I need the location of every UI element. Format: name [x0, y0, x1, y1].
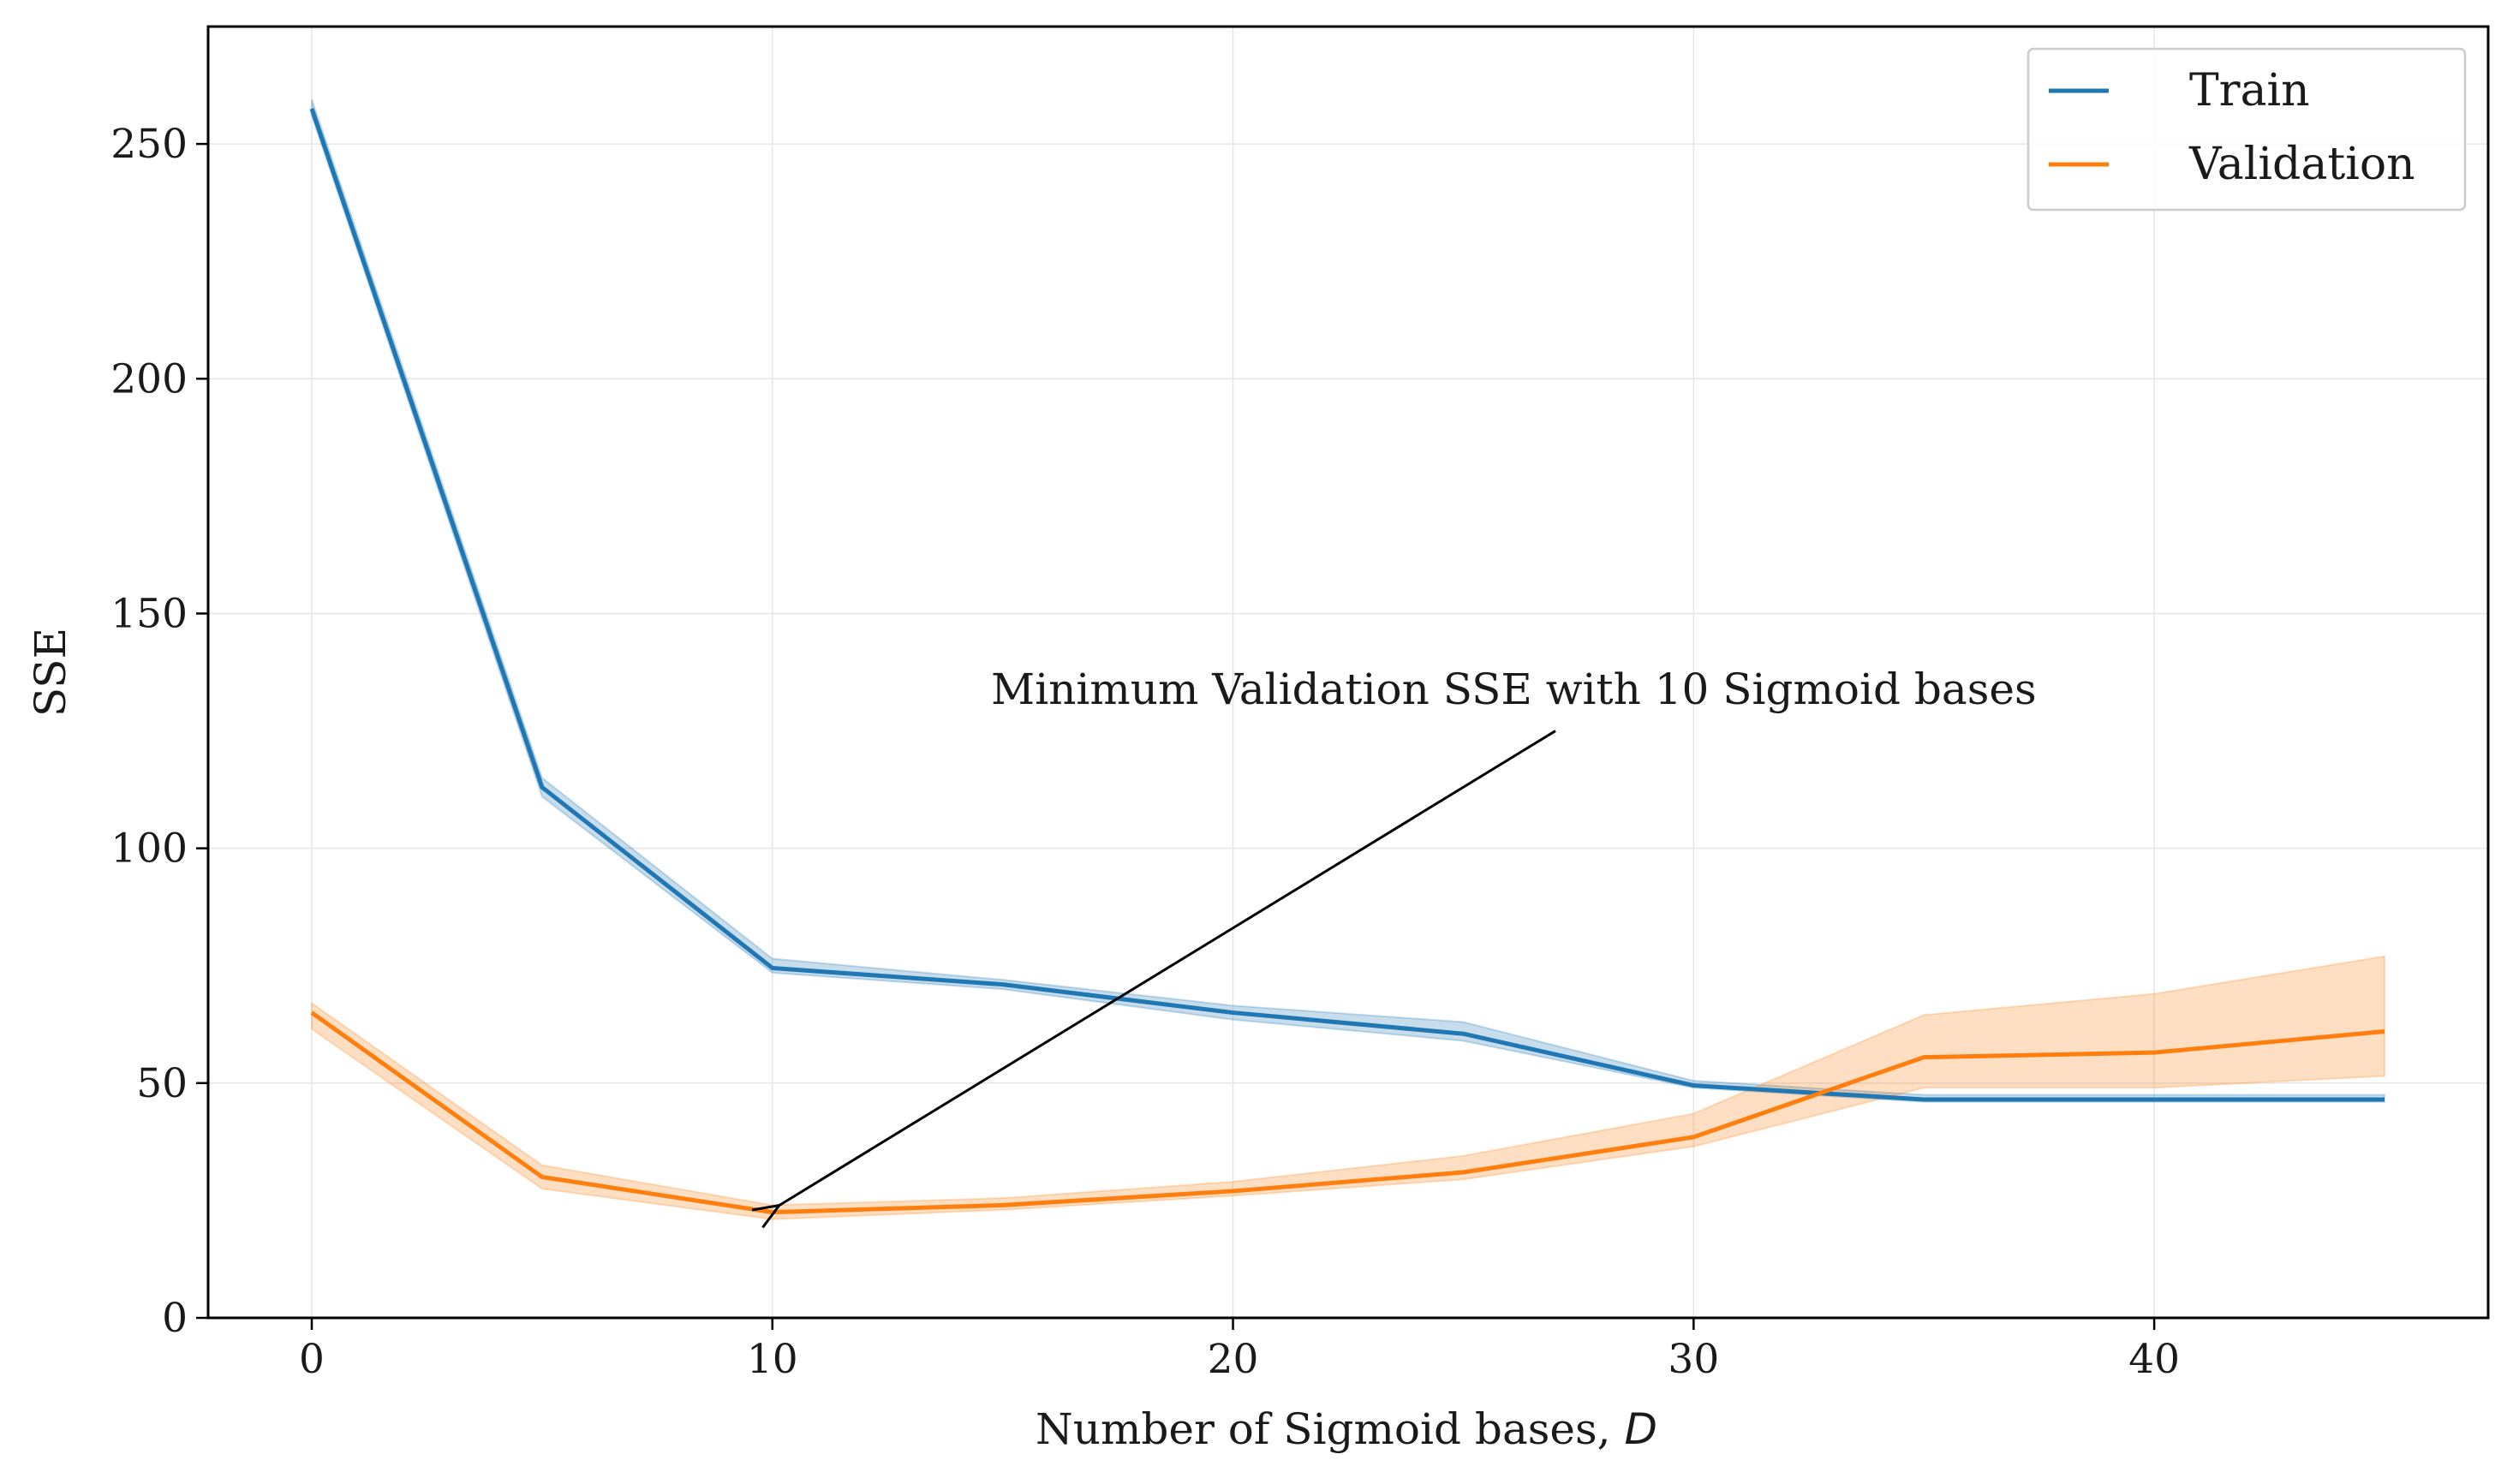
y-tick-label: 50: [136, 1060, 188, 1107]
y-tick-label: 100: [110, 825, 188, 873]
band-train: [311, 98, 2385, 1103]
legend-label-train: Train: [2189, 65, 2310, 116]
x-tick-label: 30: [1668, 1336, 1719, 1383]
x-axis-label: Number of Sigmoid bases, D: [1036, 1404, 1657, 1454]
line-validation: [310, 1010, 2385, 1215]
plot-frame: [206, 25, 2490, 1320]
y-tick-label: 0: [162, 1295, 188, 1342]
x-tick-label: 40: [2128, 1336, 2180, 1383]
legend: Train Validation: [2027, 47, 2467, 212]
annotation-text: Minimum Validation SSE with 10 Sigmoid b…: [991, 665, 2037, 714]
legend-label-validation: Validation: [2188, 139, 2415, 190]
y-axis-label: SSE: [26, 628, 75, 717]
y-tick-label: 250: [110, 121, 188, 168]
y-axis-ticks: 0 50 100 150 200 250: [110, 121, 208, 1342]
y-tick-label: 200: [110, 355, 188, 402]
x-tick-label: 0: [299, 1336, 325, 1383]
x-tick-label: 20: [1208, 1336, 1259, 1383]
annotation-arrow: [779, 730, 1556, 1206]
band-validation: [311, 955, 2385, 1220]
confidence-bands: [311, 98, 2385, 1220]
legend-box: [2027, 47, 2467, 212]
x-tick-label: 10: [747, 1336, 798, 1383]
line-train: [309, 108, 2385, 1102]
series-lines: [309, 108, 2385, 1215]
y-tick-label: 150: [110, 590, 188, 637]
x-axis-ticks: 0 10 20 30 40: [299, 1318, 2180, 1383]
annotation: Minimum Validation SSE with 10 Sigmoid b…: [779, 665, 2037, 1206]
plot-background: [208, 27, 2488, 1318]
